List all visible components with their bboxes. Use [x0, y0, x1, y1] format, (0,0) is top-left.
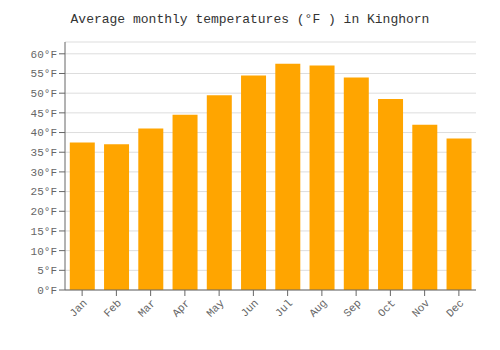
svg-text:Mar: Mar	[136, 297, 158, 319]
svg-text:20°F: 20°F	[31, 206, 57, 218]
svg-text:30°F: 30°F	[31, 167, 57, 179]
svg-text:45°F: 45°F	[31, 108, 57, 120]
svg-text:10°F: 10°F	[31, 246, 57, 258]
svg-text:40°F: 40°F	[31, 127, 57, 139]
svg-text:60°F: 60°F	[31, 49, 57, 61]
svg-text:0°F: 0°F	[37, 285, 57, 297]
html-text:Average monthly temperatures (: Average monthly temperatures (°F ) in Ki…	[70, 12, 430, 27]
svg-text:25°F: 25°F	[31, 186, 57, 198]
svg-text:Apr: Apr	[170, 297, 192, 319]
svg-text:Aug: Aug	[307, 297, 329, 319]
svg-text:Jan: Jan	[67, 297, 89, 319]
svg-text:May: May	[204, 297, 227, 320]
svg-text:35°F: 35°F	[31, 147, 57, 159]
svg-text:Sep: Sep	[341, 297, 363, 319]
svg-text:Oct: Oct	[376, 297, 398, 319]
svg-text:15°F: 15°F	[31, 226, 57, 238]
svg-text:Dec: Dec	[444, 297, 466, 319]
svg-text:Jun: Jun	[239, 297, 261, 319]
svg-text:55°F: 55°F	[31, 68, 57, 80]
svg-text:5°F: 5°F	[37, 265, 57, 277]
svg-text:Nov: Nov	[410, 297, 433, 320]
svg-text:50°F: 50°F	[31, 88, 57, 100]
svg-text:Feb: Feb	[102, 297, 124, 319]
svg-text:Jul: Jul	[273, 297, 295, 319]
